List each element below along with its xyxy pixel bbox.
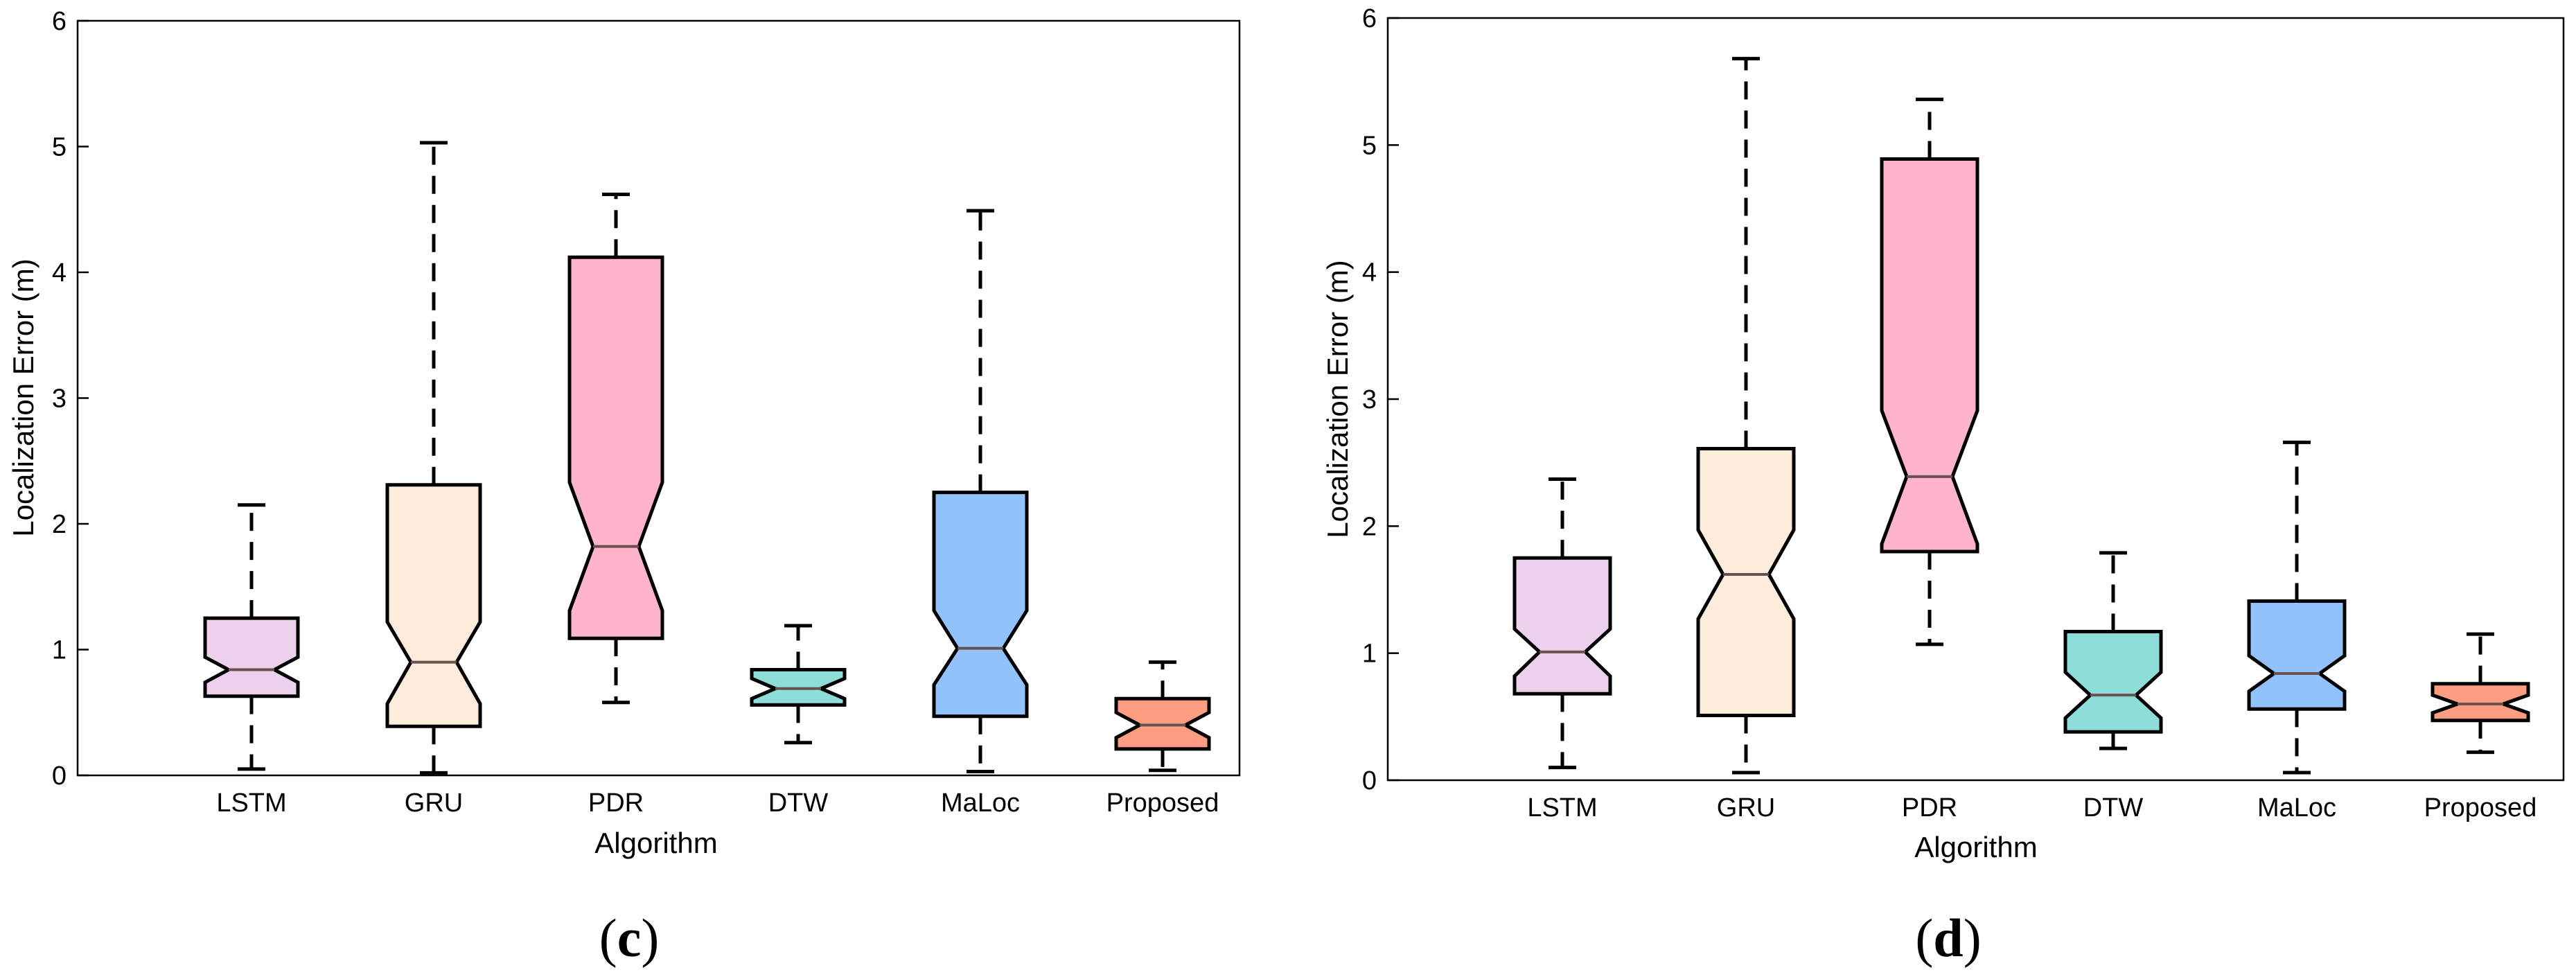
x-tick-label-maloc: MaLoc: [941, 789, 1020, 818]
y-ticks-d: 0 1 2 3 4 5 6: [1362, 4, 1399, 795]
panel-caption-c: (c): [599, 908, 660, 968]
x-tick-label-dtw: DTW: [2083, 793, 2144, 822]
y-tick-label: 6: [1362, 4, 1377, 33]
x-tick-label-pdr: PDR: [1902, 793, 1957, 822]
panel-caption-d: (d): [1915, 908, 1981, 968]
x-tick-labels-c: LSTM GRU PDR DTW MaLoc Proposed: [216, 789, 1219, 818]
box-maloc: [932, 491, 1029, 719]
box-lstm: [203, 616, 300, 698]
box-lstm: [1512, 556, 1612, 696]
y-tick-label: 4: [1362, 258, 1377, 288]
box-pdr: [1880, 157, 1979, 554]
x-tick-label-gru: GRU: [1717, 793, 1775, 822]
x-axis-label-c: Algorithm: [594, 827, 717, 859]
y-tick-label: 2: [1362, 512, 1377, 541]
panel-label-c: c: [617, 908, 642, 968]
y-axis-label-c: Localization Error (m): [7, 258, 39, 536]
x-tick-label-proposed: Proposed: [2424, 793, 2537, 822]
box-maloc: [2247, 599, 2347, 711]
box-proposed: [2431, 682, 2530, 723]
y-ticks-c: 0 1 2 3 4 5 6: [52, 7, 89, 791]
y-tick-label: 5: [1362, 131, 1377, 160]
x-tick-label-proposed: Proposed: [1106, 789, 1219, 818]
y-tick-label: 0: [1362, 766, 1377, 795]
y-tick-label: 3: [1362, 385, 1377, 414]
y-tick-label: 1: [52, 636, 67, 665]
box-gru: [1696, 447, 1796, 717]
y-tick-label: 6: [52, 7, 67, 36]
x-tick-labels-d: LSTM GRU PDR DTW MaLoc Proposed: [1527, 793, 2537, 822]
box-dtw: [2063, 630, 2163, 734]
box-pdr: [567, 255, 664, 640]
x-tick-label-maloc: MaLoc: [2257, 793, 2336, 822]
chart-panel-d: 0 1 2 3 4 5 6 LSTM GRU PDR DTW MaLoc Proposed Local…: [1321, 4, 2565, 968]
y-tick-label: 3: [52, 385, 67, 414]
y-tick-label: 2: [52, 510, 67, 539]
box-gru: [385, 483, 482, 728]
panel-label-d: d: [1933, 908, 1963, 968]
y-tick-label: 5: [52, 133, 67, 162]
y-tick-label: 0: [52, 762, 67, 791]
x-tick-label-lstm: LSTM: [1527, 793, 1597, 822]
boxes-c: [203, 141, 1211, 775]
x-axis-label-d: Algorithm: [1914, 831, 2037, 863]
y-tick-label: 1: [1362, 640, 1377, 669]
x-tick-label-pdr: PDR: [588, 789, 644, 818]
x-tick-label-lstm: LSTM: [216, 789, 286, 818]
x-tick-label-dtw: DTW: [768, 789, 829, 818]
boxes-d: [1512, 57, 2530, 775]
y-axis-label-d: Localization Error (m): [1321, 260, 1354, 538]
chart-panel-c: 0 1 2 3 4 5 6 LSTM GRU PDR DTW MaLoc Proposed Local…: [7, 7, 1241, 968]
x-tick-label-gru: GRU: [405, 789, 463, 818]
y-tick-label: 4: [52, 258, 67, 288]
